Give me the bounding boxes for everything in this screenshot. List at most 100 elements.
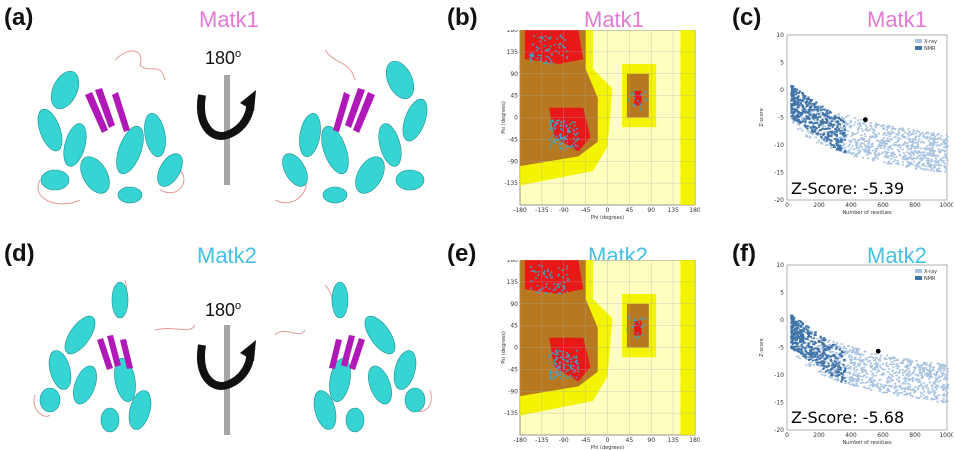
xray-point [823, 117, 826, 119]
xray-point [874, 133, 878, 136]
residue-point [567, 131, 570, 133]
xray-point [841, 116, 844, 119]
xray-point [890, 385, 893, 387]
nmr-point [795, 341, 798, 344]
xray-point [856, 350, 859, 352]
xray-point [920, 156, 923, 159]
xray-point [932, 132, 935, 134]
xray-point [932, 166, 936, 169]
xray-point [848, 139, 851, 142]
residue-point [559, 133, 561, 136]
xray-point [906, 367, 910, 370]
residue-point [563, 119, 565, 122]
nmr-point [827, 364, 831, 367]
xray-point [895, 371, 898, 374]
xray-point [931, 146, 934, 149]
nmr-point [808, 117, 811, 120]
xray-point [894, 383, 897, 385]
xray-point [871, 373, 874, 376]
nmr-point [810, 347, 813, 350]
xray-point [861, 122, 865, 124]
xray-point [817, 139, 821, 142]
nmr-point [819, 123, 822, 126]
xray-point [885, 384, 888, 387]
nmr-point [803, 347, 806, 350]
residue-point [567, 364, 569, 366]
nmr-point [793, 342, 796, 345]
xray-point [870, 135, 873, 138]
xray-point [918, 379, 921, 381]
xray-point [908, 130, 911, 133]
nmr-point [841, 131, 845, 134]
xray-point [860, 127, 863, 130]
nmr-point [804, 349, 807, 352]
nmr-point [798, 90, 802, 93]
nmr-point [822, 344, 825, 346]
nmr-point [838, 130, 842, 132]
xray-point [882, 127, 885, 129]
nmr-point [801, 336, 804, 338]
xray-point [882, 373, 886, 376]
xray-point [883, 161, 886, 164]
residue-point [551, 53, 554, 56]
nmr-point [792, 91, 795, 94]
residue-point [574, 144, 577, 146]
xray-point [877, 154, 880, 156]
nmr-point [823, 113, 826, 116]
xray-point [942, 149, 945, 151]
xray-point [898, 381, 901, 383]
nmr-point [803, 327, 806, 330]
nmr-point [830, 355, 833, 358]
xray-point [856, 141, 859, 144]
nmr-point [813, 343, 816, 346]
xray-point [873, 153, 877, 156]
xray-point [884, 139, 888, 142]
xray-point [917, 140, 920, 143]
xray-point [922, 382, 925, 384]
nmr-point [816, 351, 819, 354]
nmr-point [824, 370, 828, 373]
nmr-point [837, 139, 840, 142]
xray-point [885, 151, 888, 154]
xray-point [941, 372, 944, 374]
residue-point [631, 326, 634, 328]
xray-point [841, 117, 844, 120]
nmr-point [812, 125, 815, 128]
nmr-point [790, 115, 794, 117]
xray-point [938, 366, 941, 369]
residue-point [559, 365, 561, 368]
nmr-point [817, 348, 820, 351]
xray-point [844, 129, 848, 131]
xray-point [875, 385, 878, 388]
y-tick-label: -15 [774, 400, 784, 407]
nmr-point [841, 376, 844, 378]
residue-point [562, 363, 565, 366]
residue-point [565, 360, 568, 363]
xray-point [919, 147, 922, 150]
xray-point [840, 343, 843, 345]
xray-point [862, 359, 865, 361]
nmr-point [823, 361, 826, 363]
residue-point [539, 288, 541, 291]
residue-point [548, 128, 551, 130]
xray-point [847, 364, 850, 367]
nmr-point [823, 358, 826, 360]
residue-point [554, 121, 557, 124]
residue-point [554, 142, 557, 145]
xray-point [917, 387, 920, 390]
residue-point [565, 370, 567, 373]
xray-point [937, 380, 940, 383]
xray-point [805, 358, 808, 361]
xray-point [893, 372, 896, 375]
xray-point [812, 364, 815, 366]
y-tick-label: 5 [780, 60, 784, 67]
y-tick-label: -10 [774, 142, 784, 149]
xray-point [937, 385, 940, 388]
nmr-point [835, 347, 838, 350]
residue-point [566, 353, 569, 356]
nmr-point [832, 355, 836, 358]
xray-point [879, 366, 882, 369]
nmr-point [818, 350, 822, 353]
xray-point [875, 122, 878, 125]
residue-point [559, 35, 562, 38]
